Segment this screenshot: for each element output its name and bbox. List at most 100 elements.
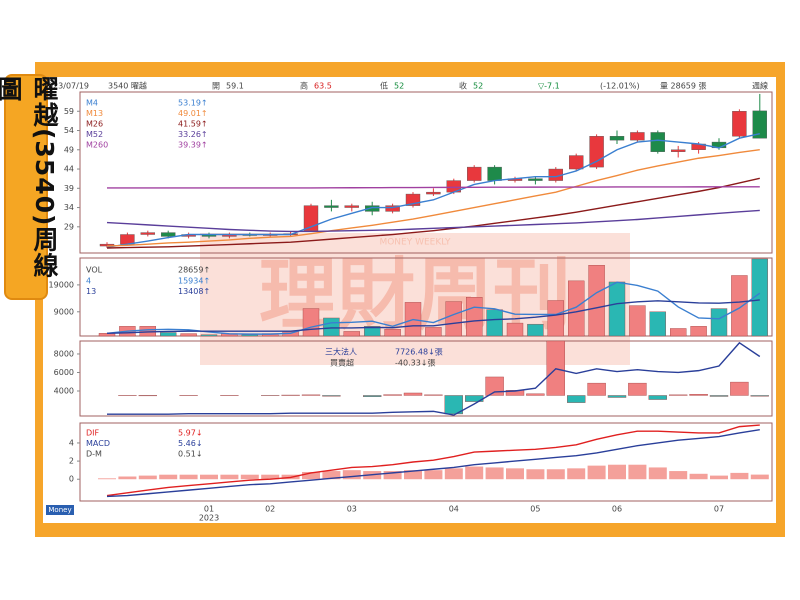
panel xyxy=(79,422,773,502)
legend-value: 28659↑ xyxy=(178,266,210,275)
dm-bar xyxy=(628,464,647,480)
dm-bar xyxy=(138,475,157,480)
quote-value: 52 xyxy=(473,82,483,91)
volume-bar xyxy=(568,280,585,337)
line xyxy=(106,424,760,497)
net-bar xyxy=(526,393,545,396)
x-tick-label: 06 xyxy=(612,505,622,514)
dm-bar xyxy=(200,474,218,480)
volume-bar xyxy=(364,326,381,337)
dm-bar xyxy=(750,474,769,480)
line xyxy=(106,429,760,498)
dm-bar xyxy=(261,474,280,480)
dm-bar xyxy=(424,470,443,480)
volume-bar xyxy=(486,309,503,337)
line xyxy=(107,341,761,416)
logo: Money xyxy=(48,506,71,514)
volume-bar xyxy=(506,322,524,337)
legend-name: 4 xyxy=(86,277,91,286)
legend-name: M13 xyxy=(86,109,103,118)
legend-value: 49.01↑ xyxy=(178,109,208,118)
quote-label: 收 xyxy=(459,81,467,91)
volume-bar xyxy=(710,308,728,337)
net-bar xyxy=(689,394,708,396)
legend-name: 13 xyxy=(86,287,96,296)
quote-label: 開 xyxy=(212,82,220,91)
candle-body xyxy=(650,132,665,152)
candle-body xyxy=(426,191,441,195)
candle-body xyxy=(344,205,359,208)
y-tick-label: 34 xyxy=(64,203,74,212)
panel xyxy=(79,91,773,254)
side-label: 曜越(3540)周線圖 xyxy=(0,74,59,300)
line xyxy=(106,149,760,247)
header-date: 023/07/19 xyxy=(48,82,89,91)
dm-bar xyxy=(587,465,606,480)
y-tick-label: 29 xyxy=(64,222,74,231)
legend-value: -40.33↓張 xyxy=(395,359,436,368)
dm-bar xyxy=(669,471,688,480)
y-tick-label: 49 xyxy=(64,145,74,154)
volume-bar xyxy=(731,275,748,337)
candle-body xyxy=(630,132,645,141)
dm-bar xyxy=(220,474,239,480)
volume-bar xyxy=(323,317,340,337)
line xyxy=(106,209,760,233)
volume-bar xyxy=(608,281,626,337)
dm-bar xyxy=(342,470,361,480)
y-tick-label: 54 xyxy=(64,126,74,135)
legend-value: 41.59↑ xyxy=(178,120,208,129)
net-bar xyxy=(485,376,504,396)
candle-body xyxy=(467,166,482,181)
dm-bar xyxy=(383,471,402,480)
candle-body xyxy=(589,136,604,168)
legend-value: 5.46↓ xyxy=(178,439,203,448)
dm-bar xyxy=(730,472,749,480)
volume-bar xyxy=(343,331,360,337)
legend-value: 33.26↑ xyxy=(178,130,208,139)
dm-bar xyxy=(648,467,667,480)
candle-body xyxy=(569,155,584,170)
dm-bar xyxy=(159,474,178,480)
net-bar xyxy=(607,395,627,398)
dm-bar xyxy=(179,474,198,480)
volume-bar xyxy=(629,305,646,337)
net-bar xyxy=(363,395,382,397)
line xyxy=(106,132,760,248)
line xyxy=(106,177,760,249)
dm-bar xyxy=(567,468,586,480)
y-tick-label: 8000 xyxy=(54,349,74,358)
volume-bar xyxy=(180,333,197,337)
volume-bar xyxy=(302,308,320,337)
net-bar xyxy=(750,395,769,397)
net-bar xyxy=(669,394,688,396)
net-bar xyxy=(730,381,749,396)
header-volume: 量 28659 張 xyxy=(660,82,707,91)
candle-body xyxy=(528,178,543,181)
legend-name: M52 xyxy=(86,130,103,139)
dm-bar xyxy=(506,468,524,480)
net-bar xyxy=(709,395,729,397)
legend-name: VOL xyxy=(86,266,103,275)
net-bar xyxy=(424,394,443,396)
dm-bar xyxy=(546,469,565,480)
line xyxy=(106,281,761,335)
volume-bar xyxy=(751,258,768,337)
candle-body xyxy=(160,232,176,237)
header-change: ▽-7.1 xyxy=(538,82,560,91)
dm-bar xyxy=(322,471,341,480)
quote-value: 63.5 xyxy=(314,82,332,91)
y-tick-label: 4000 xyxy=(54,387,74,396)
legend-name: M260 xyxy=(86,141,108,150)
candle-body xyxy=(140,232,156,235)
volume-bar xyxy=(466,297,483,337)
quote-value: 59.1 xyxy=(226,82,244,91)
y-tick-label: 44 xyxy=(64,165,74,174)
dm-bar xyxy=(485,467,504,480)
volume-bar xyxy=(425,327,442,337)
legend-value: 13408↑ xyxy=(178,287,210,296)
net-bar xyxy=(648,395,667,400)
x-tick-label: 07 xyxy=(714,505,724,514)
y-tick-label: 4 xyxy=(69,438,74,447)
legend-name: DIF xyxy=(86,429,100,438)
